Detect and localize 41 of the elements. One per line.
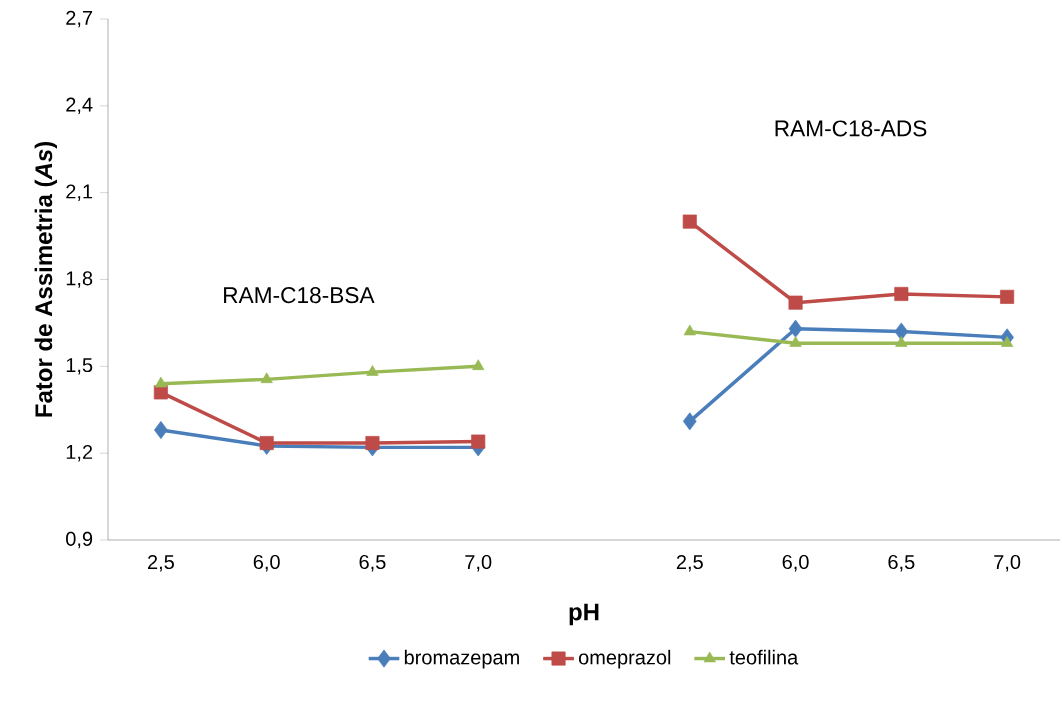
x-tick-label: 2,5 — [148, 554, 174, 572]
point — [366, 365, 379, 376]
y-tick-label: 1,8 — [66, 271, 93, 288]
point — [683, 324, 696, 336]
legend-label: omeprazol — [578, 649, 671, 669]
point — [682, 412, 697, 431]
point — [894, 286, 909, 301]
y-tick-label: 1,5 — [66, 358, 93, 375]
legend-label: teofilina — [729, 649, 799, 665]
x-tick-label: 6,0 — [782, 554, 809, 572]
point — [471, 434, 486, 449]
x-tick-label: 2,5 — [676, 554, 703, 572]
point — [154, 376, 168, 388]
x-tick-label: 6,5 — [888, 554, 915, 572]
point — [260, 372, 273, 384]
annotation: RAM-C18-BSA — [224, 287, 375, 304]
legend-label: bromazepam — [404, 649, 519, 669]
y-tick-label: 0,9 — [66, 531, 93, 549]
point — [789, 336, 802, 347]
y-axis-title: Fator de Assimetria (As) — [34, 141, 57, 417]
point — [259, 436, 274, 451]
annotation: RAM-C18-ADS — [775, 120, 927, 137]
point — [788, 295, 803, 310]
point — [682, 214, 697, 229]
point — [472, 359, 485, 371]
point — [894, 322, 909, 341]
y-tick-label: 2,4 — [66, 97, 93, 115]
x-tick-label: 7,0 — [465, 554, 492, 572]
x-tick-label: 7,0 — [994, 554, 1021, 572]
x-axis-title: pH — [569, 603, 599, 626]
point — [154, 421, 168, 440]
y-tick-label: 2,7 — [66, 10, 93, 28]
point — [788, 319, 803, 338]
y-tick-label: 1,2 — [66, 444, 93, 462]
point — [365, 436, 380, 451]
y-tick-label: 2,1 — [66, 184, 93, 201]
point — [895, 336, 908, 347]
x-tick-label: 6,5 — [359, 554, 386, 572]
point — [1001, 336, 1014, 347]
point — [1000, 289, 1015, 304]
x-tick-label: 6,0 — [253, 554, 280, 572]
